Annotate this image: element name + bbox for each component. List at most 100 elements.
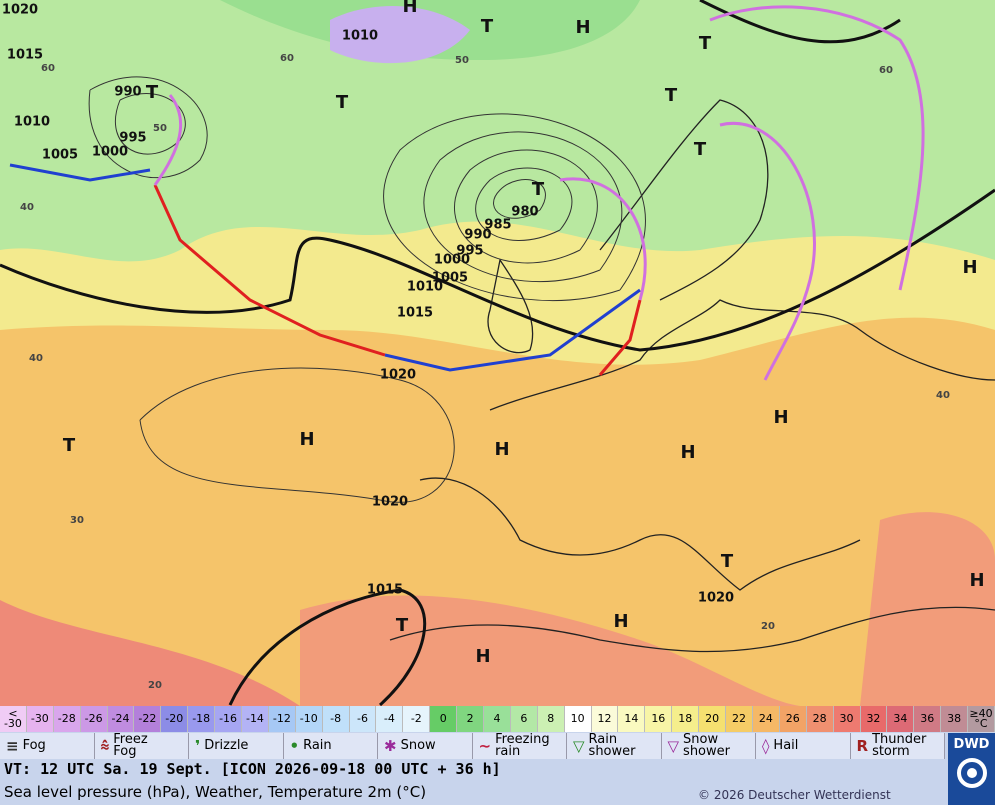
scale-cell: 18 (672, 706, 700, 732)
isobar-label: 1015 (367, 583, 403, 598)
pressure-system: H (969, 570, 984, 591)
scale-cell: -26 (80, 706, 108, 732)
coastlines (389, 99, 995, 653)
scale-cell: 6 (510, 706, 538, 732)
weather-legend-item: ⩯ Freez Fog (95, 732, 189, 759)
scale-cell: < -30 (0, 706, 27, 732)
pressure-system: T (699, 33, 712, 54)
scale-cell: -22 (134, 706, 162, 732)
scale-cell: -14 (242, 706, 269, 732)
scale-cell: 0 (430, 706, 458, 732)
copyright: © 2026 Deutscher Wetterdienst (698, 788, 891, 802)
weather-legend: ≡ Fog ⩯ Freez Fog ❜ Drizzle • Rain ✱ Snow ∼ Freezin… (0, 733, 945, 759)
isobars (88, 76, 646, 503)
latitude-label: 40 (20, 202, 34, 213)
greenland-cold (330, 6, 470, 64)
pressure-system: H (494, 439, 509, 460)
pressure-system: H (475, 646, 490, 667)
pressure-system: T (481, 16, 494, 37)
scale-cell: -2 (403, 706, 431, 732)
isobar-label: 1005 (432, 271, 468, 286)
scale-cell: ≥40 °C (968, 706, 995, 732)
scale-cell: 36 (914, 706, 942, 732)
weather-label: Hail (773, 738, 799, 753)
pressure-system: H (402, 0, 417, 17)
weather-label: Snow (400, 738, 436, 753)
isobar-label: 1015 (397, 306, 433, 321)
scale-cell: 14 (618, 706, 646, 732)
pressure-system: T (721, 551, 734, 572)
scale-cell: -16 (215, 706, 243, 732)
pressure-system: H (299, 429, 314, 450)
pressure-system: T (396, 615, 409, 636)
latitude-label: 40 (936, 390, 950, 401)
weather-legend-item: ≡ Fog (0, 733, 95, 759)
warm-front (598, 299, 642, 376)
weather-label: Freezing rain (495, 732, 550, 759)
scale-cell: 12 (591, 706, 619, 732)
weather-label: Fog (22, 738, 46, 753)
scale-cell: 34 (887, 706, 915, 732)
isobar-label: 1010 (14, 115, 50, 130)
scale-cell: 24 (752, 706, 780, 732)
pressure-system: H (773, 407, 788, 428)
weather-icon: ❜ (195, 737, 201, 755)
latitude-label: 60 (280, 53, 294, 64)
scale-cell: 2 (457, 706, 485, 732)
weather-icon: • (289, 737, 300, 755)
logo-icon (956, 758, 987, 788)
scale-cell: 16 (645, 706, 673, 732)
weather-legend-item: R Thunder storm (851, 733, 945, 759)
cold-front (9, 163, 151, 182)
isobar-label: 990 (464, 228, 491, 243)
scale-cell: -24 (107, 706, 135, 732)
scale-cell: 8 (537, 706, 565, 732)
isobar-label: 1020 (380, 368, 416, 383)
scale-cell: -20 (161, 706, 189, 732)
weather-icon: ⩯ (100, 737, 110, 755)
cold-front (384, 288, 641, 372)
valid-time: VT: 12 UTC Sa. 19 Sept. [ICON 2026-09-18… (4, 760, 501, 778)
latitude-label: 60 (41, 63, 55, 74)
isobar-label: 980 (511, 205, 538, 220)
scale-cell: -8 (322, 706, 350, 732)
scale-cell: -18 (188, 706, 216, 732)
pressure-system: T (63, 435, 76, 456)
weather-icon: ∼ (478, 737, 492, 755)
isobar-label: 1020 (372, 495, 408, 510)
pressure-system: H (613, 611, 628, 632)
scale-cell: -6 (349, 706, 377, 732)
weather-icon: ◊ (762, 737, 770, 755)
weather-label: Snow shower (683, 732, 730, 759)
weather-legend-item: ❜ Drizzle (189, 733, 284, 759)
scale-cell: -4 (376, 706, 404, 732)
latitude-label: 30 (70, 515, 84, 526)
temperature-scale: < -30 -30 -28 -26 -24 -22 -20 -18 -16 -14 -12 -10 -8… (0, 706, 995, 732)
weather-label: Drizzle (204, 738, 249, 753)
weather-legend-item: • Rain (284, 733, 378, 759)
weather-icon: ▽ (667, 737, 680, 755)
cool-area (0, 0, 995, 262)
scale-cell: 32 (860, 706, 888, 732)
weather-legend-item: ▽ Snow shower (662, 732, 756, 759)
weather-icon: ≡ (6, 737, 19, 755)
latitude-label: 60 (879, 65, 893, 76)
scale-cell: 4 (484, 706, 511, 732)
logo: DWD (948, 733, 995, 805)
weather-icon: R (856, 737, 869, 755)
weather-label: Rain shower (588, 732, 636, 759)
weather-label: Freez Fog (113, 732, 148, 759)
weather-legend-item: ◊ Hail (756, 733, 851, 759)
pressure-system: T (336, 92, 349, 113)
scale-cell: -28 (53, 706, 81, 732)
pressure-system: H (962, 257, 977, 278)
isobar-label: 1000 (434, 253, 470, 268)
pressure-system: T (146, 82, 159, 103)
scale-cell: 38 (941, 706, 969, 732)
isobar-label: 995 (456, 244, 483, 259)
warm-front (153, 184, 386, 357)
latitude-label: 50 (153, 123, 167, 134)
pressure-system: T (694, 139, 707, 160)
pressure-system: H (575, 17, 590, 38)
